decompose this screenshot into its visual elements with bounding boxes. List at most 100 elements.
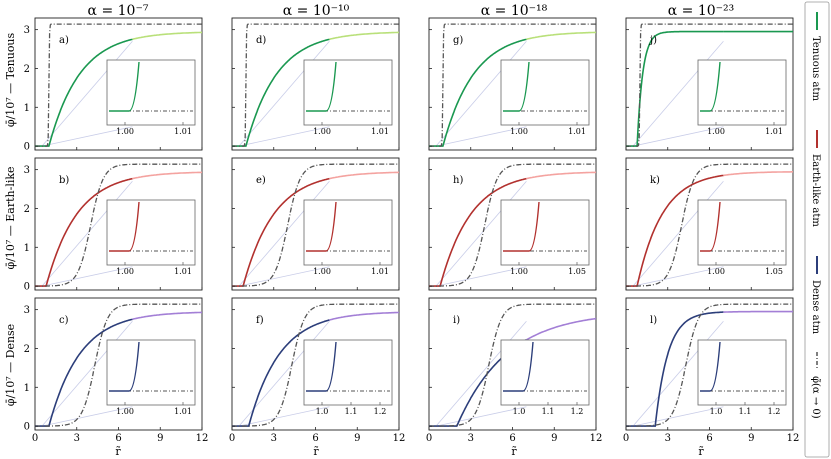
row-label-dense: φ̄/10⁷ — Dense — [4, 324, 17, 406]
x-tick-label: 0 — [426, 433, 432, 444]
reference-line — [632, 126, 724, 147]
panel-g: g) 1.00 1.01 — [428, 17, 597, 151]
inset-frame — [697, 59, 787, 126]
series-line-solution-extension — [329, 171, 400, 180]
series-line-solution-extension — [723, 310, 793, 313]
legend-label-dense: Dense atm — [810, 280, 821, 335]
inset-solution-line — [503, 61, 530, 112]
series-line-solution-extension — [132, 311, 202, 321]
y-tick-label: 1 — [24, 383, 30, 394]
series-line-solution — [232, 38, 330, 147]
reference-line — [632, 41, 724, 147]
y-tick-label: 3 — [24, 165, 30, 176]
x-tick-label: 3 — [665, 433, 671, 444]
inset-x-tick-label: 1.01 — [174, 407, 192, 416]
inset-frame — [106, 59, 196, 126]
panel-letter: k) — [650, 175, 660, 186]
reference-line — [41, 266, 133, 287]
inset-x-tick-label: 1.1 — [345, 407, 358, 416]
series-line-solution-extension — [329, 311, 399, 321]
inset-frame — [106, 339, 196, 406]
series-line-solution — [232, 177, 330, 287]
x-tick-label: 12 — [590, 433, 603, 444]
legend-label-earth: Earth-like atm — [810, 154, 821, 227]
series-line-solution-extension — [132, 31, 202, 41]
inset-x-tick-label: 1.01 — [371, 267, 389, 276]
inset-x-tick-label: 1.1 — [739, 407, 752, 416]
inset-x-tick-label: 1.1 — [542, 407, 555, 416]
series-line-limit — [35, 163, 202, 287]
inset-solution-line — [306, 61, 337, 112]
reference-line — [435, 126, 527, 147]
reference-line — [632, 266, 724, 287]
column-title-2: α = 10⁻¹⁰ — [283, 3, 350, 19]
inset-solution-line — [109, 61, 140, 112]
series-line-solution-extension — [132, 171, 203, 180]
inset-x-tick-label: 1.01 — [174, 127, 192, 136]
y-tick-label: 2 — [24, 204, 30, 215]
x-tick-label: 6 — [312, 433, 318, 444]
series-line-limit — [626, 163, 793, 287]
inset-x-tick-label: 1.01 — [371, 127, 389, 136]
inset-solution-line — [503, 201, 540, 252]
panel-letter: g) — [453, 35, 463, 46]
x-tick-label: 0 — [623, 433, 629, 444]
inset-solution-line — [700, 201, 721, 252]
series-line-solution-extension — [526, 317, 597, 341]
x-tick-label: 0 — [229, 433, 235, 444]
legend-box — [804, 1, 830, 458]
inset-x-tick-label: 1.2 — [571, 407, 584, 416]
xlabel-2: r̃ — [313, 445, 319, 458]
reference-line — [238, 41, 330, 147]
xlabel-3: r̃ — [511, 445, 517, 458]
reference-line — [238, 406, 330, 427]
x-tick-label: 3 — [468, 433, 474, 444]
inset-x-tick-label: 1.00 — [313, 127, 331, 136]
inset-x-tick-label: 1.05 — [765, 267, 783, 276]
series-line-limit — [35, 303, 202, 427]
x-tick-label: 0 — [32, 433, 38, 444]
inset-x-tick-label: 1.01 — [174, 267, 192, 276]
panel-k: k) 1.00 1.05 — [625, 157, 794, 291]
series-line-solution — [429, 177, 527, 287]
series-line-solution-extension — [526, 31, 596, 41]
series-line-solution — [626, 311, 724, 427]
y-tick-label: 1 — [24, 103, 30, 114]
series-line-solution — [35, 177, 133, 287]
y-tick-label: 3 — [24, 305, 30, 316]
inset-x-tick-label: 1.2 — [768, 407, 781, 416]
reference-line — [632, 181, 724, 287]
panel-l: l) 0 3 6 9 12 1.0 1.1 1.2 — [623, 297, 799, 444]
reference-line — [632, 321, 724, 427]
inset-frame — [500, 59, 590, 126]
panel-letter: i) — [453, 315, 460, 326]
panel-h: h) 1.00 1.05 — [428, 157, 597, 291]
y-tick-label: 2 — [24, 64, 30, 75]
inset-solution-line — [306, 201, 337, 252]
inset-solution-line — [700, 61, 721, 112]
inset-x-tick-label: 1.0 — [316, 407, 329, 416]
legend: Tenuous atm Earth-like atm Dense atm φ̃(… — [804, 1, 830, 458]
y-tick-label: 2 — [24, 344, 30, 355]
y-tick-label: 0 — [24, 422, 30, 433]
inset-x-tick-label: 1.00 — [116, 127, 134, 136]
reference-line — [632, 406, 724, 427]
series-line-solution-extension — [526, 171, 597, 180]
panel-letter: b) — [59, 175, 69, 186]
panel-letter: l) — [650, 315, 657, 326]
panel-letter: c) — [59, 315, 69, 326]
inset-frame — [303, 199, 393, 266]
inset-frame — [106, 199, 196, 266]
y-tick-label: 0 — [24, 282, 30, 293]
inset-solution-line — [700, 341, 721, 392]
inset-x-tick-label: 1.00 — [510, 267, 528, 276]
x-tick-label: 12 — [393, 433, 406, 444]
series-line-solution-extension — [723, 171, 793, 177]
inset-x-tick-label: 1.00 — [313, 267, 331, 276]
reference-line — [41, 181, 133, 287]
inset-frame — [697, 339, 787, 406]
panel-letter: d) — [256, 35, 266, 46]
x-tick-label: 6 — [706, 433, 712, 444]
reference-line — [435, 41, 527, 147]
